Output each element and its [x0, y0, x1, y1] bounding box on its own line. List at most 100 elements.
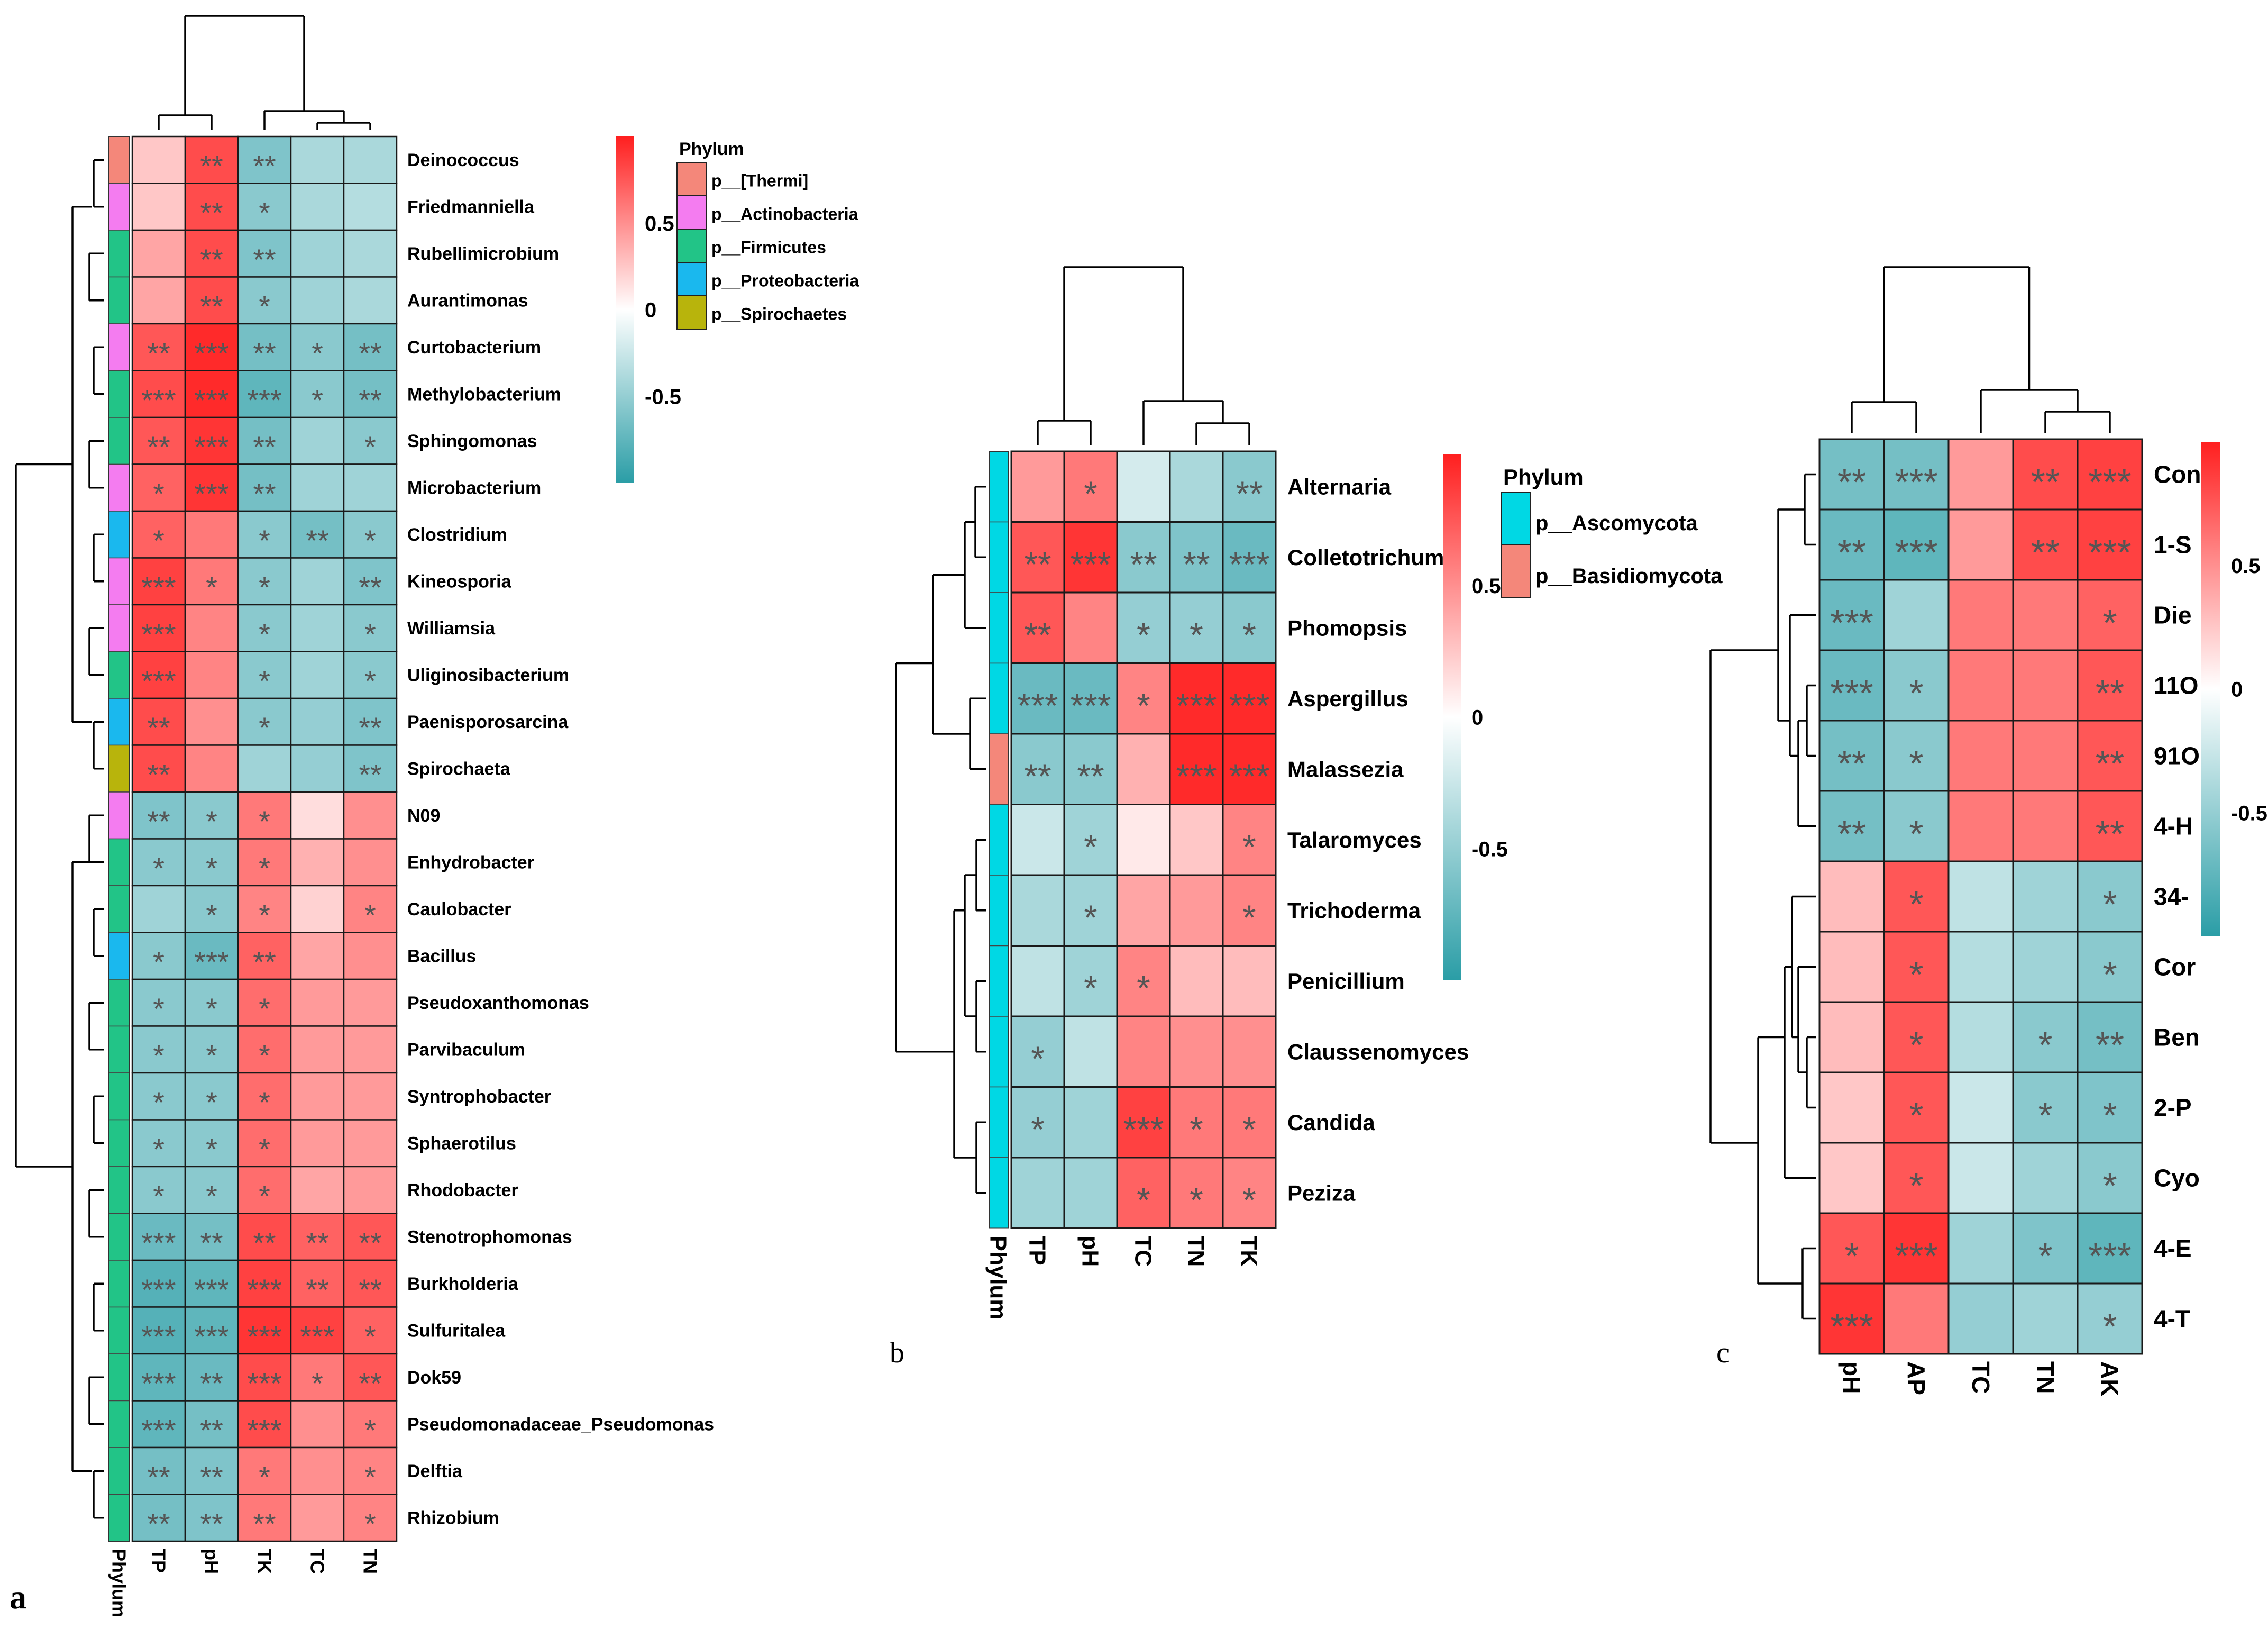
column-label-tp: TP: [148, 1549, 169, 1573]
heatmap-cell-1-s-tn: [2012, 508, 2079, 581]
heatmap-cell-cor-tn: [2012, 931, 2079, 1003]
significance-stars: **: [1837, 532, 1866, 573]
significance-stars: ***: [1830, 1306, 1873, 1347]
row-label-stenotrophomonas: Stenotrophomonas: [407, 1227, 572, 1248]
phylum-cell: [108, 557, 130, 605]
heatmap-cell-peziza-tp: [1010, 1157, 1065, 1229]
heatmap-cell-paenisporosarcina-tn: [343, 697, 398, 746]
row-label-sulfuritalea: Sulfuritalea: [407, 1321, 506, 1341]
row-label-syntrophobacter: Syntrophobacter: [407, 1087, 551, 1107]
significance-stars: *: [2102, 1165, 2117, 1206]
legend-label-p-ascomycota: p__Ascomycota: [1535, 512, 1698, 535]
significance-stars: **: [200, 1367, 223, 1400]
heatmap-cell-pseudoxanthomonas-ph: [184, 978, 239, 1027]
significance-stars: ***: [194, 477, 228, 511]
phylum-cell: [108, 604, 130, 652]
heatmap-cell-burkholderia-ph: [184, 1259, 239, 1308]
colorbar-tick-label: 0.5: [1471, 575, 1501, 598]
heatmap-cell-cor-tc: [1947, 931, 2014, 1003]
row-label-cor: Cor: [2154, 953, 2196, 981]
heatmap-cell-cyo-ak: [2077, 1142, 2143, 1214]
heatmap-cell-con-ak: [2077, 438, 2143, 511]
significance-stars: *: [206, 898, 217, 932]
heatmap-cell-con-ph: [1818, 438, 1885, 511]
phylum-cell: [108, 1494, 130, 1542]
significance-stars: **: [359, 384, 382, 417]
colorbar-tick-label: 0: [645, 299, 656, 322]
heatmap-cells: ****************************************…: [1818, 438, 2143, 1355]
phylum-cell: [989, 662, 1009, 734]
significance-stars: *: [153, 852, 164, 885]
colorbar-tick-label: 0: [2231, 678, 2243, 702]
heatmap-cell-friedmanniella-tp: [131, 183, 186, 231]
phylum-cell: [108, 183, 130, 231]
heatmap-cell-2-p-ap: [1883, 1071, 1950, 1144]
heatmap-cell-ben-tc: [1947, 1001, 2014, 1073]
significance-stars: *: [1242, 1110, 1256, 1149]
phylum-cell: [108, 1353, 130, 1402]
heatmap-cell-parvibaculum-tc: [290, 1025, 345, 1074]
heatmap-cell-aurantimonas-tc: [290, 276, 345, 325]
significance-stars: *: [1190, 1180, 1203, 1220]
significance-stars: **: [253, 430, 276, 463]
row-label-burkholderia: Burkholderia: [407, 1274, 519, 1294]
row-label-kineosporia: Kineosporia: [407, 572, 512, 592]
heatmap-cell-talaromyces-tc: [1116, 804, 1171, 876]
significance-stars: ***: [1070, 545, 1111, 584]
heatmap-cell-williamsia-tn: [343, 604, 398, 652]
heatmap-cell-stenotrophomonas-tn: [343, 1213, 398, 1261]
significance-stars: **: [200, 196, 223, 230]
row-label-talaromyces: Talaromyces: [1287, 827, 1422, 852]
significance-stars: ***: [141, 1273, 176, 1306]
row-label-con: Con: [2154, 461, 2201, 488]
significance-stars: **: [1024, 615, 1051, 654]
phylum-cell: [108, 979, 130, 1027]
significance-stars: **: [2096, 672, 2124, 714]
phylum-strip: [108, 136, 130, 1542]
significance-stars: *: [1242, 898, 1256, 937]
colorbar-tick-label: 0.5: [645, 212, 674, 235]
phylum-cell: [108, 417, 130, 465]
heatmap-cell-con-tc: [1947, 438, 2014, 511]
phylum-cell: [108, 1447, 130, 1495]
significance-stars: *: [1242, 827, 1256, 867]
heatmap-cell-claussenomyces-tn: [1169, 1015, 1224, 1088]
heatmap-cell-rubellimicrobium-tc: [290, 229, 345, 278]
phylum-cell: [108, 370, 130, 418]
column-dendrogram-b: [1037, 266, 1250, 445]
phylum-cell: [108, 932, 130, 980]
significance-stars: *: [312, 384, 323, 417]
row-label-cyo: Cyo: [2154, 1164, 2200, 1192]
significance-stars: *: [1137, 615, 1150, 654]
heatmap-cell-11o-ak: [2077, 649, 2143, 722]
row-label-claussenomyces: Claussenomyces: [1287, 1039, 1469, 1064]
significance-stars: *: [1084, 898, 1098, 937]
heatmap-cell-91o-tn: [2012, 720, 2079, 792]
heatmap-cell-91o-ak: [2077, 720, 2143, 792]
heatmap-cell-4-h-tn: [2012, 790, 2079, 862]
heatmap-cell-trichoderma-tn: [1169, 874, 1224, 947]
row-label-rhodobacter: Rhodobacter: [407, 1180, 518, 1200]
heatmap-cell-rubellimicrobium-ph: [184, 229, 239, 278]
heatmap-cell-sphaerotilus-tc: [290, 1119, 345, 1168]
row-label-aurantimonas: Aurantimonas: [407, 291, 528, 311]
heatmap-cell-williamsia-ph: [184, 604, 239, 652]
significance-stars: ***: [194, 1320, 228, 1353]
heatmap-cell-alternaria-tn: [1169, 450, 1224, 523]
heatmap-cell-enhydrobacter-tn: [343, 838, 398, 887]
significance-stars: *: [1909, 1165, 1923, 1206]
significance-stars: *: [364, 665, 376, 698]
significance-stars: **: [147, 711, 170, 744]
row-label-microbacterium: Microbacterium: [407, 478, 541, 498]
column-label-ph: pH: [200, 1549, 222, 1574]
significance-stars: *: [1084, 474, 1098, 513]
heatmap-cell-die-ak: [2077, 579, 2143, 651]
phylum-axis-label: Phylum: [108, 1549, 130, 1617]
significance-stars: **: [253, 945, 276, 979]
heatmap-cell-colletotrichum-tc: [1116, 521, 1171, 594]
significance-stars: *: [259, 898, 270, 932]
significance-stars: **: [253, 477, 276, 511]
legend-label-p-basidiomycota: p__Basidiomycota: [1535, 565, 1723, 588]
heatmap-cell-aurantimonas-tn: [343, 276, 398, 325]
heatmap-cell-rhodobacter-tn: [343, 1166, 398, 1214]
